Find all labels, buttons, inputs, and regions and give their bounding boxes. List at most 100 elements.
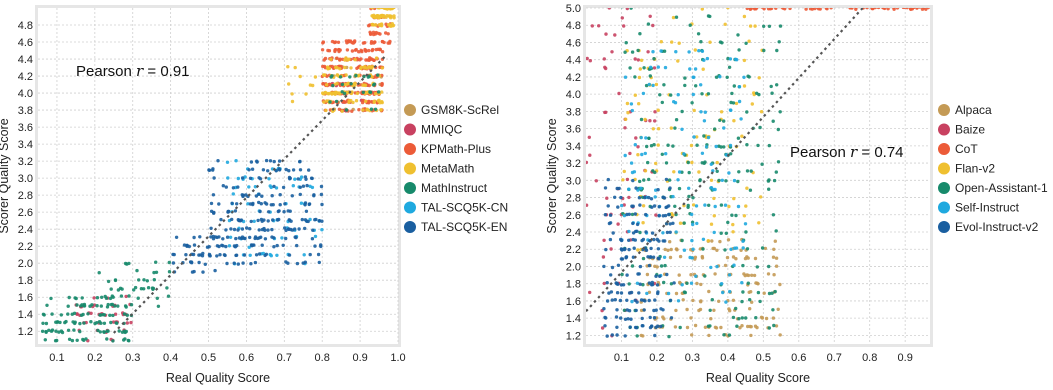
data-point xyxy=(726,220,730,225)
data-point xyxy=(683,76,687,80)
data-point xyxy=(886,8,890,11)
data-point xyxy=(605,334,609,338)
data-point xyxy=(693,48,697,52)
data-point xyxy=(755,265,759,269)
data-point xyxy=(608,221,613,225)
data-point xyxy=(693,67,698,71)
data-point xyxy=(624,117,628,122)
x-tick-label: 0.7 xyxy=(277,352,292,364)
data-point xyxy=(636,272,640,276)
data-point xyxy=(384,15,388,19)
data-point xyxy=(603,110,607,115)
data-point xyxy=(772,247,776,251)
data-point xyxy=(639,135,643,140)
data-point xyxy=(735,58,739,62)
data-point xyxy=(655,283,660,287)
data-point xyxy=(388,24,392,28)
data-point xyxy=(657,214,661,218)
data-point xyxy=(647,298,651,303)
data-point xyxy=(293,177,297,181)
data-point xyxy=(661,231,665,235)
data-point xyxy=(725,255,730,260)
data-point xyxy=(320,202,324,207)
data-point xyxy=(587,135,591,139)
data-point xyxy=(234,159,238,163)
data-point xyxy=(654,274,658,278)
data-point xyxy=(924,8,928,11)
data-point xyxy=(693,323,698,328)
data-point xyxy=(43,338,47,342)
x-tick-label: 0.5 xyxy=(756,352,771,364)
data-point xyxy=(699,83,703,87)
data-point xyxy=(215,254,219,258)
data-point xyxy=(647,136,651,140)
data-point xyxy=(619,195,623,200)
data-point xyxy=(678,325,682,330)
data-point xyxy=(367,83,371,88)
data-point xyxy=(641,91,646,96)
data-point xyxy=(652,143,656,147)
data-point xyxy=(677,186,682,191)
data-point xyxy=(703,160,707,164)
y-tick-label: 4.2 xyxy=(18,71,33,83)
data-point xyxy=(272,245,276,249)
data-point xyxy=(236,176,240,181)
data-point xyxy=(664,205,668,210)
data-point xyxy=(776,160,781,164)
data-point xyxy=(272,159,276,164)
data-point xyxy=(905,8,909,10)
legend-marker xyxy=(938,221,950,233)
data-point xyxy=(689,273,693,277)
data-point xyxy=(673,126,677,130)
data-point xyxy=(697,49,701,53)
data-point xyxy=(772,273,776,277)
data-point xyxy=(644,230,648,234)
data-point xyxy=(725,75,729,80)
y-tick-label: 4.6 xyxy=(18,37,33,49)
data-point xyxy=(276,209,280,214)
data-point xyxy=(769,84,773,89)
data-point xyxy=(721,290,725,295)
data-point xyxy=(49,296,53,301)
data-point xyxy=(677,170,682,174)
data-point xyxy=(692,75,696,80)
data-point xyxy=(653,110,657,114)
data-point xyxy=(712,308,716,312)
data-point xyxy=(221,184,225,188)
x-axis-label: Real Quality Score xyxy=(166,371,270,385)
data-point xyxy=(634,308,638,313)
data-point xyxy=(321,73,326,77)
data-point xyxy=(295,243,299,248)
data-point xyxy=(630,264,635,268)
data-point xyxy=(369,41,374,45)
data-point xyxy=(728,57,733,61)
pearson-value: = 0.91 xyxy=(143,63,189,80)
data-point xyxy=(618,298,623,303)
data-point xyxy=(638,203,642,207)
data-point xyxy=(776,307,780,311)
data-point xyxy=(741,290,745,294)
data-point xyxy=(264,158,269,163)
data-point xyxy=(637,75,642,80)
y-tick-label: 2.8 xyxy=(18,190,33,202)
legend-marker xyxy=(938,104,950,116)
data-point xyxy=(614,315,619,319)
data-point xyxy=(693,255,698,259)
data-point xyxy=(606,204,610,208)
data-point xyxy=(270,235,274,239)
data-point xyxy=(340,109,344,113)
data-point xyxy=(770,291,774,295)
data-point xyxy=(778,282,782,287)
data-point xyxy=(687,50,691,54)
data-point xyxy=(49,329,54,333)
data-point xyxy=(724,300,728,304)
data-point xyxy=(656,127,661,131)
data-point xyxy=(167,260,171,265)
data-point xyxy=(301,261,305,265)
data-point xyxy=(657,205,661,209)
data-point xyxy=(313,244,317,248)
data-point xyxy=(727,204,731,209)
data-point xyxy=(736,33,740,37)
data-point xyxy=(201,270,205,274)
data-point xyxy=(723,203,728,207)
